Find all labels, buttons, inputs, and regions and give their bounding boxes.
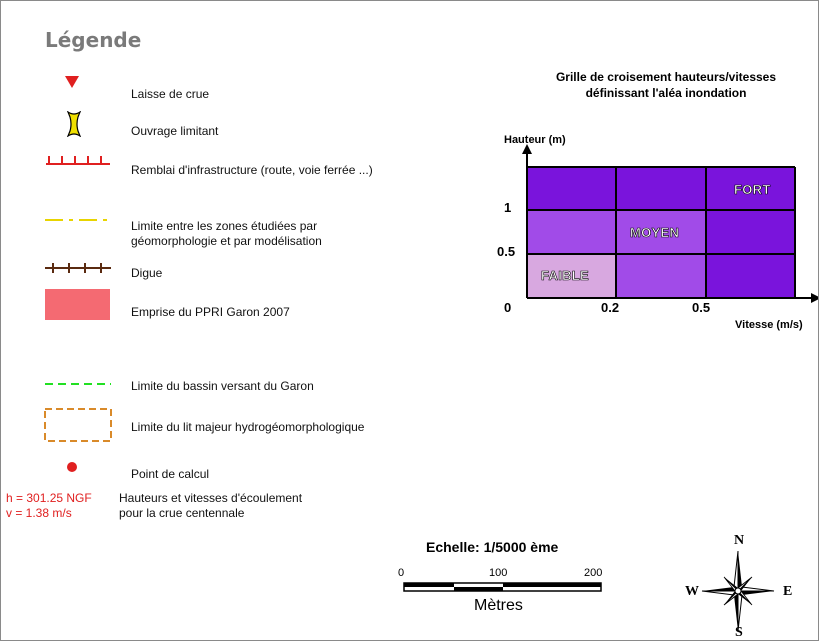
compass-west-label: W	[685, 584, 699, 599]
legend-label-lit-majeur: Limite du lit majeur hydrogéomorphologiq…	[131, 420, 365, 434]
cell-fort-top-right	[706, 167, 795, 210]
calc-example-desc-line2: pour la crue centennale	[119, 506, 245, 520]
cell-faible-bottom-left	[527, 254, 616, 298]
flood-mark-triangle-icon	[65, 76, 79, 88]
calc-example-velocity: v = 1.38 m/s	[6, 506, 72, 520]
legend-label-ouvrage-limitant: Ouvrage limitant	[131, 124, 219, 138]
legend-label-limite-zones-line2: géomorphologie et par modélisation	[131, 234, 322, 248]
cell-fort-mid-right	[706, 210, 795, 254]
cell-fort-top-left	[527, 167, 616, 210]
scale-tick-0: 0	[398, 567, 405, 579]
major-bed-limit-rect-icon	[44, 408, 112, 442]
zone-label-moyen: MOYEN	[630, 225, 680, 241]
legend-label-point-de-calcul: Point de calcul	[131, 467, 210, 481]
grid-y-tick-1: 1	[504, 200, 512, 215]
watershed-limit-line-icon	[45, 383, 111, 385]
legend-label-limite-zones-line1: Limite entre les zones étudiées par	[131, 219, 318, 233]
cell-moyen-bottom-mid	[616, 254, 706, 298]
cell-fort-top-mid	[616, 167, 706, 210]
scale-tick-200: 200	[584, 567, 603, 579]
cell-moyen-center	[616, 210, 706, 254]
legend-label-digue: Digue	[131, 266, 163, 280]
zone-label-fort: FORT	[734, 182, 771, 198]
calc-example-height: h = 301.25 NGF	[6, 491, 92, 505]
hazard-grid	[522, 144, 818, 303]
embankment-line-icon	[46, 156, 110, 165]
study-zone-limit-line-icon	[45, 219, 111, 221]
compass-rose-icon	[701, 550, 775, 631]
legend-label-remblai: Remblai d'infrastructure (route, voie fe…	[131, 163, 373, 177]
legend-label-laisse-de-crue: Laisse de crue	[131, 87, 210, 101]
grid-y-tick-0-5: 0.5	[497, 244, 516, 259]
cell-moyen-mid-left	[527, 210, 616, 254]
grid-x-tick-0-5: 0.5	[692, 300, 711, 315]
scale-unit: Mètres	[474, 597, 523, 614]
levee-line-icon	[45, 263, 111, 273]
bridge-structure-icon	[67, 111, 81, 137]
cell-fort-bottom-right	[706, 254, 795, 298]
grid-title-line2: définissant l'aléa inondation	[585, 86, 747, 100]
legend-label-bassin-versant: Limite du bassin versant du Garon	[131, 379, 314, 393]
scale-bar	[403, 582, 602, 592]
zone-label-faible: FAIBLE	[541, 268, 590, 284]
legend-title: Légende	[45, 28, 142, 52]
grid-title-line1: Grille de croisement hauteurs/vitesses	[555, 70, 777, 84]
grid-y-tick-0: 0	[504, 300, 512, 315]
grid-y-axis-label: Hauteur (m)	[504, 134, 566, 146]
calculation-point-dot-icon	[67, 462, 77, 472]
legend-label-emprise-ppri: Emprise du PPRI Garon 2007	[131, 305, 290, 319]
calc-example-desc-line1: Hauteurs et vitesses d'écoulement	[119, 491, 303, 505]
compass-north-label: N	[734, 533, 745, 548]
compass-south-label: S	[735, 625, 743, 640]
ppri-area-swatch-icon	[45, 289, 110, 320]
scale-title: Echelle: 1/5000 ème	[426, 539, 559, 555]
grid-x-axis-label: Vitesse (m/s)	[735, 319, 803, 331]
grid-x-tick-0-2: 0.2	[601, 300, 620, 315]
scale-tick-100: 100	[489, 567, 508, 579]
compass-east-label: E	[783, 584, 793, 599]
